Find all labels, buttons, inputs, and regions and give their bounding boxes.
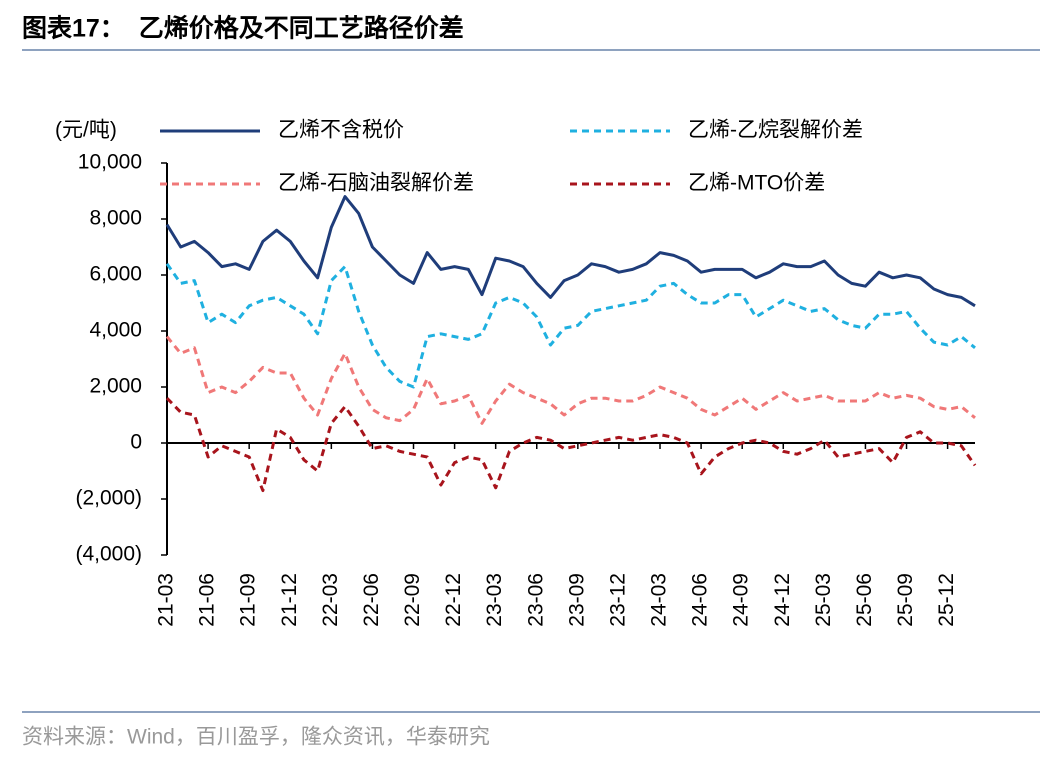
x-tick-label: 21-03 bbox=[155, 573, 178, 627]
y-axis-label: (元/吨) bbox=[55, 119, 117, 142]
y-tick-label: 8,000 bbox=[89, 207, 142, 230]
series-line bbox=[165, 335, 976, 425]
y-tick-label: (2,000) bbox=[75, 487, 142, 510]
series-line bbox=[165, 397, 977, 493]
legend-label: 乙烯-MTO价差 bbox=[688, 172, 825, 195]
y-tick-label: 4,000 bbox=[89, 319, 142, 342]
chart-title: 图表17： 乙烯价格及不同工艺路径价差 bbox=[22, 14, 464, 43]
x-tick-label: 24-12 bbox=[771, 573, 794, 627]
x-tick-label: 23-09 bbox=[565, 573, 588, 627]
x-tick-label: 21-06 bbox=[196, 573, 219, 627]
x-tick-label: 23-06 bbox=[524, 573, 547, 627]
x-tick-label: 25-03 bbox=[812, 573, 835, 627]
x-tick-label: 23-12 bbox=[606, 573, 629, 627]
x-tick-label: 25-12 bbox=[935, 573, 958, 627]
y-tick-label: 10,000 bbox=[78, 151, 142, 174]
x-tick-label: 21-12 bbox=[278, 573, 301, 627]
x-tick-label: 21-09 bbox=[237, 573, 260, 627]
x-tick-label: 24-03 bbox=[648, 573, 671, 627]
series-line bbox=[165, 195, 976, 308]
legend-label: 乙烯-石脑油裂解价差 bbox=[278, 172, 474, 195]
x-tick-label: 22-06 bbox=[360, 573, 383, 627]
x-tick-label: 23-03 bbox=[483, 573, 506, 627]
y-tick-label: 0 bbox=[130, 431, 142, 454]
x-tick-label: 22-03 bbox=[319, 573, 342, 627]
y-tick-label: (4,000) bbox=[75, 543, 142, 566]
x-tick-label: 24-09 bbox=[730, 573, 753, 627]
legend-label: 乙烯-乙烷裂解价差 bbox=[688, 119, 863, 142]
x-tick-label: 22-09 bbox=[401, 573, 424, 627]
y-tick-label: 2,000 bbox=[89, 375, 142, 398]
x-tick-label: 25-09 bbox=[894, 573, 917, 627]
x-tick-label: 25-06 bbox=[853, 573, 876, 627]
x-tick-label: 22-12 bbox=[442, 573, 465, 627]
y-tick-label: 6,000 bbox=[89, 263, 142, 286]
source: 资料来源：Wind，百川盈孚，隆众资讯，华泰研究 bbox=[22, 726, 490, 749]
legend-label: 乙烯不含税价 bbox=[278, 119, 404, 142]
series-line bbox=[165, 262, 976, 389]
x-tick-label: 24-06 bbox=[689, 573, 712, 627]
